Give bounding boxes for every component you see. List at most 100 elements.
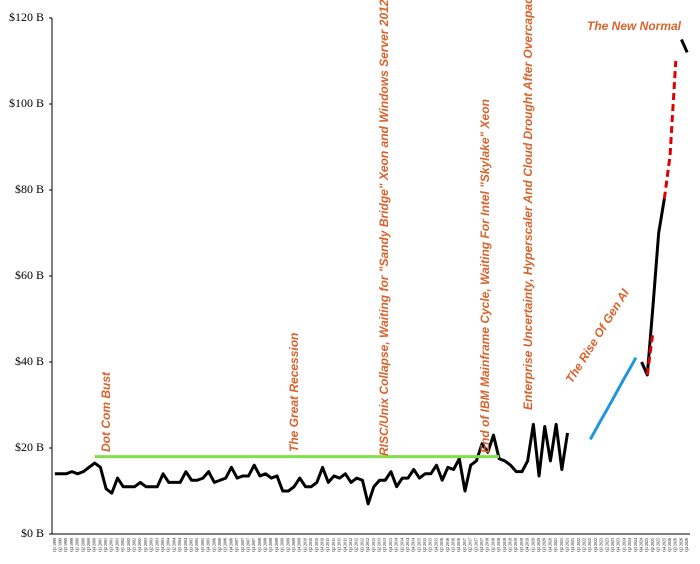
y-tick-label: $80 B <box>15 182 44 196</box>
x-tick-label: Q1 2020 <box>530 538 535 552</box>
x-tick-label: Q4 2024 <box>639 538 644 552</box>
x-tick-label: Q4 2013 <box>388 538 393 552</box>
x-tick-label: Q3 2000 <box>86 538 91 552</box>
y-tick-label: $100 B <box>9 96 44 110</box>
x-tick-label: Q3 2006 <box>223 538 228 552</box>
x-tick-label: Q2 2012 <box>354 538 359 552</box>
series-line <box>588 356 638 441</box>
x-tick-label: Q1 2021 <box>553 538 558 552</box>
x-tick-label: Q3 2003 <box>154 538 159 552</box>
x-tick-label: Q4 2003 <box>160 538 165 552</box>
x-tick-label: Q2 2004 <box>171 538 176 552</box>
series-line <box>645 60 678 376</box>
x-tick-label: Q1 2005 <box>188 538 193 552</box>
x-tick-label: Q3 2025 <box>656 538 661 552</box>
x-tick-label: Q2 2024 <box>627 538 632 552</box>
x-tick-label: Q4 2008 <box>274 538 279 552</box>
x-tick-label: Q4 2026 <box>684 538 689 552</box>
x-tick-label: Q2 2006 <box>217 538 222 552</box>
annotation: End of IBM Mainframe Cycle, Waiting For … <box>478 99 492 453</box>
annotation: Dot Com Bust <box>99 371 113 452</box>
x-tick-label: Q3 2022 <box>587 538 592 552</box>
x-tick-label: Q1 2017 <box>462 538 467 552</box>
x-tick-label: Q2 2026 <box>673 538 678 552</box>
x-tick-label: Q2 2015 <box>422 538 427 552</box>
x-tick-label: Q1 2026 <box>667 538 672 552</box>
x-tick-label: Q1 2011 <box>325 538 330 552</box>
x-tick-label: Q4 2001 <box>114 538 119 552</box>
x-tick-label: Q1 2022 <box>576 538 581 552</box>
x-tick-label: Q4 2020 <box>547 538 552 552</box>
x-tick-label: Q3 2001 <box>109 538 114 552</box>
x-tick-label: Q3 2024 <box>633 538 638 552</box>
x-tick-label: Q4 2002 <box>137 538 142 552</box>
x-tick-label: Q2 2013 <box>376 538 381 552</box>
x-tick-label: Q3 2016 <box>451 538 456 552</box>
x-tick-label: Q2 2007 <box>240 538 245 552</box>
x-tick-label: Q2 2010 <box>308 538 313 552</box>
x-tick-label: Q1 2024 <box>621 538 626 552</box>
x-tick-label: Q4 2025 <box>661 538 666 552</box>
y-tick-label: $60 B <box>15 268 44 282</box>
x-tick-label: Q1 2010 <box>302 538 307 552</box>
x-tick-label: Q1 2007 <box>234 538 239 552</box>
x-tick-label: Q1 2006 <box>211 538 216 552</box>
x-tick-label: Q2 2016 <box>445 538 450 552</box>
x-tick-label: Q4 2004 <box>183 538 188 552</box>
x-tick-label: Q3 2008 <box>268 538 273 552</box>
x-tick-label: Q2 2001 <box>103 538 108 552</box>
x-tick-label: Q3 2002 <box>132 538 137 552</box>
x-tick-label: Q2 2019 <box>513 538 518 552</box>
x-tick-label: Q3 2014 <box>405 538 410 552</box>
x-tick-label: Q1 2009 <box>280 538 285 552</box>
x-tick-label: Q3 1999 <box>63 538 68 552</box>
x-tick-label: Q4 2012 <box>365 538 370 552</box>
x-tick-label: Q2 1999 <box>57 538 62 552</box>
x-tick-label: Q4 2011 <box>342 538 347 552</box>
x-tick-label: Q2 2003 <box>149 538 154 552</box>
annotation: Enterprise Uncertainty, Hyperscaler And … <box>521 0 535 410</box>
x-tick-label: Q1 1999 <box>52 538 57 552</box>
annotation: The New Normal <box>587 19 682 33</box>
x-tick-label: Q1 2013 <box>371 538 376 552</box>
x-tick-label: Q1 2015 <box>416 538 421 552</box>
x-tick-label: Q2 2002 <box>126 538 131 552</box>
x-tick-label: Q3 2011 <box>337 538 342 552</box>
x-tick-label: Q4 2010 <box>320 538 325 552</box>
x-tick-label: Q1 2016 <box>439 538 444 552</box>
x-tick-label: Q1 2019 <box>507 538 512 552</box>
x-tick-label: Q2 2020 <box>536 538 541 552</box>
x-tick-label: Q1 2023 <box>599 538 604 552</box>
x-tick-label: Q4 2007 <box>251 538 256 552</box>
x-tick-label: Q2 2014 <box>399 538 404 552</box>
x-tick-label: Q3 2004 <box>177 538 182 552</box>
x-tick-label: Q3 2020 <box>542 538 547 552</box>
annotation: The Great Recession <box>287 333 301 452</box>
x-tick-label: Q2 2009 <box>285 538 290 552</box>
x-tick-label: Q1 2012 <box>348 538 353 552</box>
x-tick-label: Q4 2017 <box>479 538 484 552</box>
x-tick-label: Q1 2008 <box>257 538 262 552</box>
x-tick-label: Q3 2005 <box>200 538 205 552</box>
x-tick-label: Q3 2019 <box>519 538 524 552</box>
x-tick-label: Q3 2017 <box>473 538 478 552</box>
x-tick-label: Q3 2018 <box>496 538 501 552</box>
x-tick-label: Q4 2016 <box>456 538 461 552</box>
x-tick-label: Q1 2014 <box>394 538 399 552</box>
x-tick-label: Q4 2000 <box>92 538 97 552</box>
x-tick-label: Q2 2011 <box>331 538 336 552</box>
x-tick-label: Q2 2000 <box>80 538 85 552</box>
x-tick-label: Q3 2007 <box>245 538 250 552</box>
annotation: RISC/Unix Collapse, Waiting for "Sandy B… <box>377 0 391 456</box>
x-tick-label: Q4 2014 <box>411 538 416 552</box>
x-tick-label: Q4 2005 <box>206 538 211 552</box>
x-tick-label: Q3 2023 <box>610 538 615 552</box>
x-tick-label: Q2 2008 <box>263 538 268 552</box>
x-tick-label: Q3 2009 <box>291 538 296 552</box>
y-tick-label: $120 B <box>9 10 44 24</box>
x-tick-label: Q1 2018 <box>485 538 490 552</box>
x-tick-label: Q1 2004 <box>166 538 171 552</box>
x-tick-label: Q2 2022 <box>582 538 587 552</box>
x-tick-label: Q1 2002 <box>120 538 125 552</box>
